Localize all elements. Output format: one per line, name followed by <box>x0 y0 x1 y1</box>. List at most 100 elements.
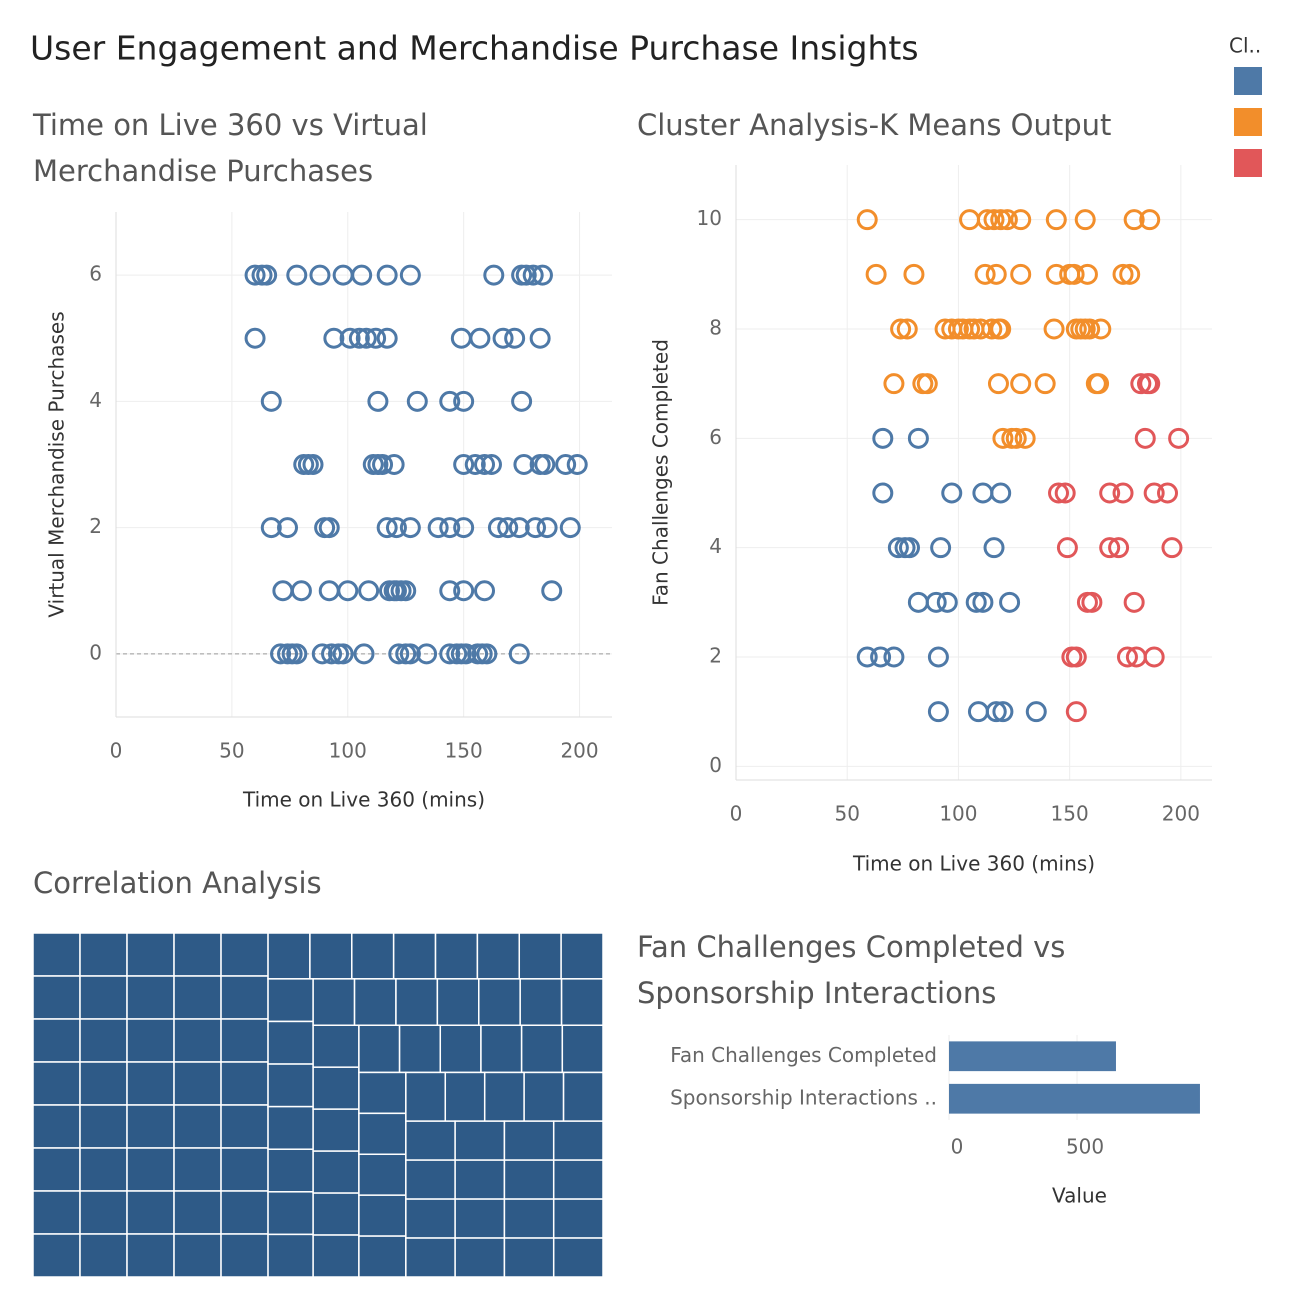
point <box>907 591 929 613</box>
point <box>286 264 308 286</box>
point <box>1088 373 1110 395</box>
point <box>339 327 361 349</box>
treemap-cell <box>79 975 128 1020</box>
bar <box>949 1041 1116 1072</box>
chart-title: Cluster Analysis-K Means Output <box>637 108 1111 142</box>
point <box>270 643 292 665</box>
y-tick-label: 6 <box>709 425 722 449</box>
point <box>941 482 963 504</box>
point <box>531 264 553 286</box>
treemap-cell <box>503 1198 555 1239</box>
point <box>965 591 987 613</box>
legend-swatch <box>1234 108 1262 136</box>
treemap-cell <box>309 932 353 980</box>
point <box>883 373 905 395</box>
treemap-cell <box>560 978 604 1026</box>
point <box>272 580 294 602</box>
x-tick-label: 0 <box>110 739 123 763</box>
treemap-cell <box>173 975 222 1020</box>
point <box>290 580 312 602</box>
treemap-cell <box>520 1024 564 1074</box>
treemap-cell <box>220 1233 269 1278</box>
point <box>1161 537 1183 559</box>
x-tick-label: 500 <box>1066 1135 1104 1159</box>
treemap-cell <box>173 1190 222 1235</box>
treemap-cell <box>312 1234 360 1278</box>
point <box>1119 263 1141 285</box>
point <box>1090 318 1112 340</box>
x-tick-label: 100 <box>329 739 367 763</box>
point <box>534 454 556 475</box>
treemap-cell <box>436 978 480 1026</box>
treemap-cell <box>79 1190 128 1235</box>
point <box>1123 591 1145 613</box>
point <box>513 454 535 475</box>
treemap-cell <box>173 1018 222 1063</box>
dashboard-title: User Engagement and Merchandise Purchase… <box>30 29 919 68</box>
point <box>474 580 496 602</box>
treemap-cell <box>267 1063 314 1108</box>
point <box>1168 427 1190 449</box>
treemap-cell <box>173 1147 222 1192</box>
treemap-cell <box>405 1237 456 1278</box>
point <box>260 517 282 539</box>
treemap-cell <box>560 932 604 980</box>
x-tick-label: 50 <box>834 802 859 826</box>
point <box>474 454 496 475</box>
y-tick-label: 0 <box>709 753 722 777</box>
treemap-cell <box>32 932 81 977</box>
point <box>388 643 410 665</box>
treemap-cell <box>79 1147 128 1192</box>
point <box>439 580 461 602</box>
treemap-cell <box>312 1024 360 1068</box>
point <box>1116 646 1138 668</box>
treemap-cell <box>267 1105 314 1150</box>
chart-title: Time on Live 360 vs Virtual <box>32 108 428 142</box>
treemap-cell <box>358 1153 407 1196</box>
point <box>1139 373 1161 395</box>
treemap-cell <box>220 1147 269 1192</box>
y-axis-title: Virtual Merchandise Purchases <box>45 311 69 617</box>
y-tick-label: 2 <box>709 644 722 668</box>
treemap-cell <box>552 1120 604 1161</box>
point <box>337 580 359 602</box>
point <box>399 517 421 539</box>
point <box>348 327 370 349</box>
treemap-cell <box>126 1104 175 1149</box>
treemap-cell <box>312 978 356 1026</box>
point <box>1074 209 1096 231</box>
point <box>376 327 398 349</box>
point <box>504 327 526 349</box>
point <box>541 580 563 602</box>
point <box>318 517 340 539</box>
point <box>896 318 918 340</box>
treemap-cell <box>173 1233 222 1278</box>
point <box>453 517 475 539</box>
point <box>260 390 282 412</box>
point <box>1143 646 1165 668</box>
point <box>1112 263 1134 285</box>
point <box>323 327 345 349</box>
point <box>453 390 475 412</box>
point <box>487 517 509 539</box>
point <box>395 580 417 602</box>
point <box>890 318 912 340</box>
point <box>985 263 1007 285</box>
point <box>555 454 577 475</box>
point <box>872 482 894 504</box>
point <box>999 591 1021 613</box>
point <box>967 701 989 723</box>
treemap-cell <box>126 1233 175 1278</box>
treemap-cell <box>79 1104 128 1149</box>
point <box>497 517 519 539</box>
point <box>930 537 952 559</box>
treemap-cell <box>480 1024 523 1074</box>
treemap-cell <box>405 1159 456 1200</box>
treemap-cell <box>267 978 314 1023</box>
treemap-cell <box>358 1235 407 1278</box>
point <box>903 263 925 285</box>
point <box>972 591 994 613</box>
treemap-cell <box>358 1194 407 1237</box>
point <box>887 537 909 559</box>
point <box>332 643 354 665</box>
